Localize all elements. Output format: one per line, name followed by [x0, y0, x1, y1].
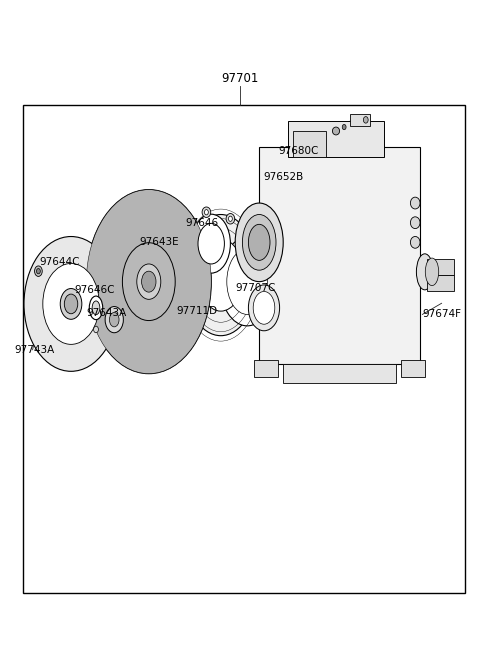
Ellipse shape	[410, 197, 420, 209]
Ellipse shape	[35, 266, 42, 276]
Ellipse shape	[410, 236, 420, 248]
Ellipse shape	[253, 291, 275, 324]
Bar	[293, 131, 326, 157]
Bar	[259, 147, 420, 364]
Ellipse shape	[43, 263, 99, 345]
Bar	[427, 259, 454, 275]
Ellipse shape	[192, 214, 230, 273]
Ellipse shape	[198, 223, 224, 264]
Ellipse shape	[122, 243, 175, 320]
Ellipse shape	[100, 210, 198, 354]
Ellipse shape	[118, 236, 180, 328]
Text: 97644C: 97644C	[39, 257, 80, 267]
Bar	[23, 105, 465, 593]
Ellipse shape	[342, 124, 346, 130]
Ellipse shape	[417, 254, 433, 290]
Text: 97743A: 97743A	[14, 345, 55, 356]
Text: 97711D: 97711D	[176, 306, 217, 316]
Text: 97701: 97701	[221, 72, 259, 85]
Ellipse shape	[122, 243, 175, 320]
Ellipse shape	[109, 312, 119, 327]
Text: 97707C: 97707C	[235, 283, 276, 293]
Ellipse shape	[425, 258, 439, 286]
Ellipse shape	[242, 215, 276, 270]
Ellipse shape	[96, 203, 202, 360]
Bar	[350, 114, 370, 126]
Text: 97680C: 97680C	[278, 145, 319, 156]
Bar	[254, 360, 278, 377]
Ellipse shape	[332, 127, 340, 135]
Ellipse shape	[235, 203, 283, 282]
Ellipse shape	[198, 239, 244, 311]
Ellipse shape	[36, 269, 40, 274]
Ellipse shape	[142, 271, 156, 292]
Ellipse shape	[226, 214, 235, 224]
Ellipse shape	[204, 210, 208, 215]
Ellipse shape	[94, 326, 98, 333]
Ellipse shape	[86, 190, 211, 373]
Ellipse shape	[137, 264, 161, 299]
Text: 97646C: 97646C	[74, 284, 115, 295]
Text: 97674F: 97674F	[422, 309, 461, 320]
Bar	[427, 275, 454, 291]
Ellipse shape	[64, 294, 78, 314]
Text: 97643E: 97643E	[139, 237, 179, 248]
Ellipse shape	[228, 216, 232, 221]
Ellipse shape	[91, 196, 207, 367]
Ellipse shape	[184, 215, 258, 335]
Ellipse shape	[105, 216, 193, 347]
Bar	[401, 360, 425, 377]
Ellipse shape	[92, 301, 100, 314]
Ellipse shape	[410, 217, 420, 229]
Ellipse shape	[363, 117, 368, 123]
Ellipse shape	[86, 190, 211, 373]
Ellipse shape	[24, 236, 118, 371]
Ellipse shape	[113, 229, 184, 334]
Ellipse shape	[249, 224, 270, 261]
Text: 97643A: 97643A	[86, 308, 127, 318]
Ellipse shape	[220, 238, 275, 326]
Text: 97652B: 97652B	[263, 172, 303, 182]
Bar	[288, 121, 384, 157]
Ellipse shape	[89, 296, 103, 320]
Bar	[283, 364, 396, 383]
Ellipse shape	[105, 307, 123, 333]
Ellipse shape	[109, 223, 189, 341]
Ellipse shape	[202, 207, 211, 217]
Ellipse shape	[227, 249, 268, 314]
Ellipse shape	[60, 288, 82, 320]
Ellipse shape	[249, 285, 279, 331]
Text: 97646: 97646	[185, 217, 218, 228]
